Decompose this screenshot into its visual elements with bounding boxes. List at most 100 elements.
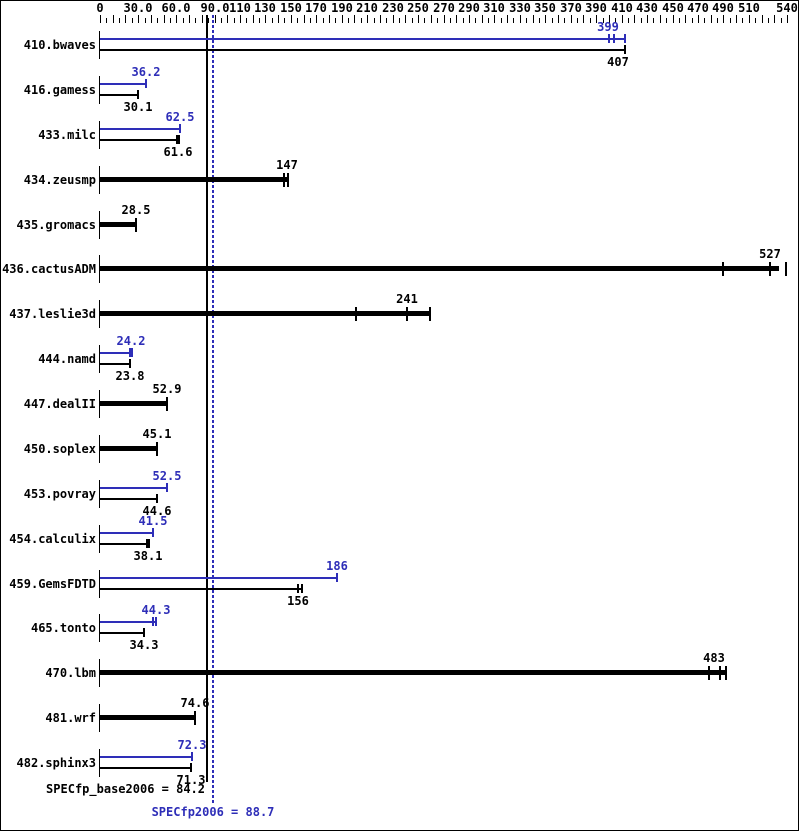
axis-major-tick [685,15,686,23]
base-run-tick [146,539,150,548]
benchmark-name: 410.bwaves [23,38,96,52]
axis-tick-label: 410 [611,1,633,15]
base-run-tick [194,711,196,725]
base-run-tick [190,763,192,772]
bar-origin-tick [99,300,100,328]
benchmark-name: 459.GemsFDTD [9,577,96,591]
axis-major-tick [494,15,495,23]
base-run-tick [725,666,727,680]
axis-major-tick [507,15,508,23]
bar-origin-tick [99,525,100,553]
benchmark-name: 447.dealII [23,397,96,411]
axis-major-tick [571,15,572,23]
axis-tick-label: 290 [458,1,480,15]
axis-major-tick [444,15,445,23]
axis-major-tick [520,15,521,23]
axis-major-tick [151,15,152,23]
axis-major-tick [723,15,724,23]
axis-major-tick [583,15,584,23]
axis-tick-label: 30.0 [123,1,153,15]
benchmark-name: 470.lbm [45,666,96,680]
axis-major-tick [342,15,343,23]
axis-minor-tick [615,18,616,23]
base-bar [100,266,779,271]
axis-tick-label: 110 [229,1,251,15]
axis-major-tick [189,15,190,23]
peak-value-label: 41.5 [138,514,168,528]
axis-minor-tick [488,18,489,23]
base-run-tick [287,173,289,187]
base-run-tick [156,442,158,456]
axis-minor-tick [323,18,324,23]
base-value-label: 74.6 [180,696,210,710]
axis-tick-label: 330 [509,1,531,15]
axis-tick-label: 430 [636,1,658,15]
bar-origin-tick [99,614,100,642]
base-value-label: 52.9 [152,382,182,396]
base-run-tick [719,666,721,680]
bar-origin-tick [99,480,100,508]
base-run-tick [301,584,303,593]
base-run-tick [429,307,431,321]
base-bar [100,632,144,634]
axis-major-tick [698,15,699,23]
base-bar [100,401,167,406]
peak-run-tick [336,573,338,582]
bar-origin-tick [99,435,100,463]
base-value-label: 34.3 [129,638,159,652]
axis-minor-tick [272,18,273,23]
axis-minor-tick [603,18,604,23]
axis-minor-tick [412,18,413,23]
peak-run-tick [166,483,168,492]
base-mean-label: SPECfp_base2006 = 84.2 [46,782,205,796]
axis-minor-tick [463,18,464,23]
axis-minor-tick [195,18,196,23]
peak-bar [100,83,146,85]
bar-origin-tick [99,749,100,777]
base-bar [100,177,288,182]
peak-run-tick [152,528,154,537]
peak-run-tick [608,34,610,43]
axis-minor-tick [577,18,578,23]
base-bar [100,715,195,720]
axis-major-tick [405,15,406,23]
axis-minor-tick [679,18,680,23]
axis-major-tick [609,15,610,23]
bar-origin-tick [99,121,100,149]
benchmark-name: 434.zeusmp [23,173,96,187]
axis-major-tick [215,15,216,23]
axis-major-tick [596,15,597,23]
bar-origin-tick [99,704,100,732]
axis-major-tick [138,15,139,23]
axis-major-tick [176,15,177,23]
base-value-label: 30.1 [123,100,153,114]
axis-major-tick [482,15,483,23]
benchmark-name: 481.wrf [45,711,96,725]
benchmark-name: 454.calculix [9,532,96,546]
axis-minor-tick [335,18,336,23]
axis-minor-tick [437,18,438,23]
axis-major-tick [673,15,674,23]
axis-minor-tick [234,18,235,23]
axis-minor-tick [374,18,375,23]
bar-origin-tick [99,211,100,239]
axis-major-tick [634,15,635,23]
base-bar [100,94,138,96]
axis-minor-tick [590,18,591,23]
axis-tick-label: 370 [560,1,582,15]
peak-value-label: 44.3 [141,603,171,617]
axis-major-tick [749,15,750,23]
base-bar [100,222,136,227]
axis-minor-tick [221,18,222,23]
axis-major-tick [304,15,305,23]
axis-major-tick [418,15,419,23]
base-value-label: 241 [396,292,418,306]
peak-value-label: 62.5 [165,110,195,124]
base-run-tick [283,173,285,187]
peak-value-label: 52.5 [152,469,182,483]
axis-minor-tick [246,18,247,23]
axis-minor-tick [717,18,718,23]
base-value-label: 45.1 [142,427,172,441]
axis-major-tick [622,15,623,23]
